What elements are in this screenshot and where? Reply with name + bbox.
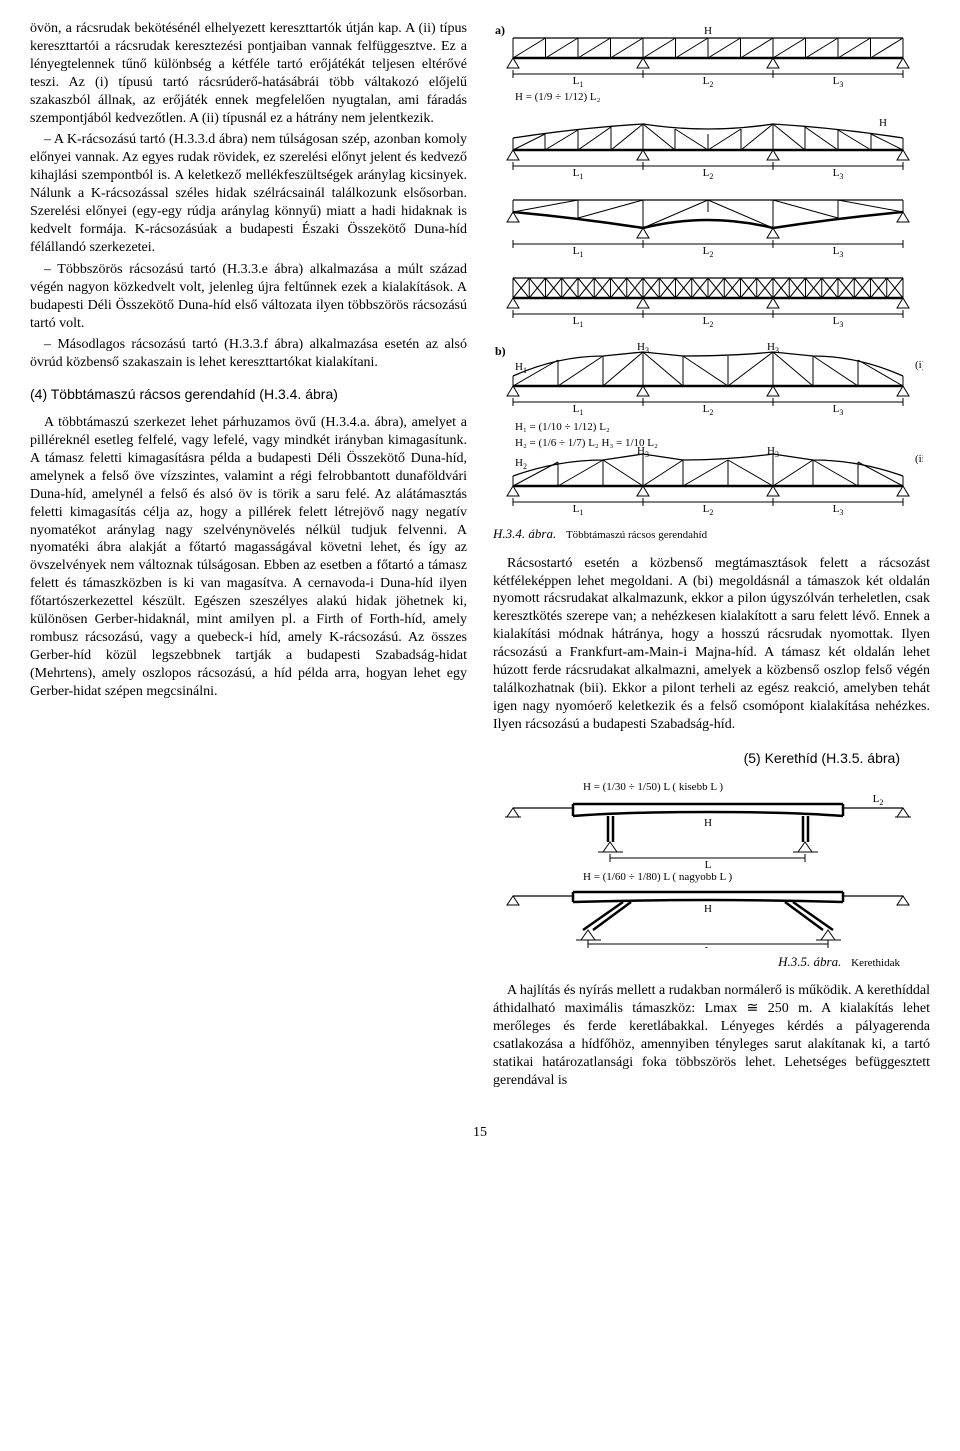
para-5-text: A többtámaszú szerkezet lehet párhuzamos… (30, 415, 467, 699)
svg-text:L2: L2 (703, 167, 714, 181)
svg-text:H2: H2 (515, 457, 527, 471)
fig34-i-label: (i) (915, 359, 923, 371)
fig34-caption: H.3.4. ábra. Többtámaszú rácsos gerendah… (493, 526, 930, 543)
fig35-L-2: L (705, 945, 712, 948)
svg-text:L1: L1 (573, 75, 584, 89)
svg-text:L3: L3 (833, 503, 844, 517)
fig35-L-1: L (705, 859, 712, 871)
para-6: Rácsostartó esetén a közbenső megtámaszt… (493, 555, 930, 734)
svg-text:L2: L2 (703, 315, 714, 329)
para-7: A hajlítás és nyírás mellett a rudakban … (493, 982, 930, 1089)
para-6-text: Rácsostartó esetén a közbenső megtámaszt… (493, 556, 930, 732)
fig35-caption-label: H.3.5. ábra. (778, 954, 841, 969)
fig34-caption-label: H.3.4. ábra. (493, 526, 556, 541)
para-1: övön, a rácsrudak bekötésénél elhelyezet… (30, 20, 467, 127)
heading-5: (5) Kerethíd (H.3.5. ábra) (493, 750, 930, 768)
fig34-a-label: a) (495, 23, 505, 37)
fig35-caption: H.3.5. ábra. Kerethidak (493, 954, 930, 971)
svg-text:L1: L1 (573, 245, 584, 259)
svg-text:H: H (879, 117, 887, 129)
svg-text:L3: L3 (833, 167, 844, 181)
para-3-text: – Többszörös rácsozású tartó (H.3.3.e áb… (30, 262, 467, 331)
fig34-formula-a: H = (1/9 ÷ 1/12) L₂ (515, 91, 601, 103)
para-3: – Többszörös rácsozású tartó (H.3.3.e áb… (30, 261, 467, 333)
svg-text:L3: L3 (833, 403, 844, 417)
fig34-b-label: b) (495, 344, 506, 358)
svg-text:L3: L3 (833, 315, 844, 329)
figure-h35: H = (1/30 ÷ 1/50) L ( kisebb L ) (493, 778, 930, 948)
para-4-text: – Másodlagos rácsozású tartó (H.3.3.f áb… (30, 337, 467, 370)
fig35-formula-bot: H = (1/60 ÷ 1/80) L ( nagyobb L ) (583, 871, 733, 883)
heading-4: (4) Többtámaszú rácsos gerendahíd (H.3.4… (30, 386, 467, 404)
fig34-ii-label: (ii) (915, 453, 923, 465)
svg-text:L1: L1 (573, 403, 584, 417)
svg-text:L2: L2 (703, 75, 714, 89)
fig35-H-1: H (704, 817, 712, 829)
svg-text:L1: L1 (573, 503, 584, 517)
svg-text:L3: L3 (833, 245, 844, 259)
fig35-H-2: H (704, 903, 712, 915)
fig34-formula-b1: H₁ = (1/10 ÷ 1/12) L₂ (515, 421, 610, 433)
svg-text:L1: L1 (573, 167, 584, 181)
para-5: A többtámaszú szerkezet lehet párhuzamos… (30, 414, 467, 701)
svg-text:L1: L1 (573, 315, 584, 329)
svg-text:L3: L3 (833, 75, 844, 89)
fig34-H-1: H (704, 25, 712, 37)
para-2: – A K-rácsozású tartó (H.3.3.d ábra) nem… (30, 131, 467, 256)
figure-h34: a) H (493, 20, 930, 520)
fig35-formula-top: H = (1/30 ÷ 1/50) L ( kisebb L ) (583, 781, 723, 793)
para-2-text: – A K-rácsozású tartó (H.3.3.d ábra) nem… (30, 132, 467, 254)
svg-text:L2: L2 (873, 793, 884, 807)
para-4: – Másodlagos rácsozású tartó (H.3.3.f áb… (30, 336, 467, 372)
page-number: 15 (30, 1124, 930, 1142)
svg-text:L2: L2 (703, 245, 714, 259)
svg-text:L2: L2 (703, 403, 714, 417)
fig35-caption-text: Kerethidak (851, 957, 900, 969)
fig34-caption-text: Többtámaszú rácsos gerendahíd (566, 529, 707, 541)
para-7-text: A hajlítás és nyírás mellett a rudakban … (493, 983, 930, 1088)
svg-text:L2: L2 (703, 503, 714, 517)
